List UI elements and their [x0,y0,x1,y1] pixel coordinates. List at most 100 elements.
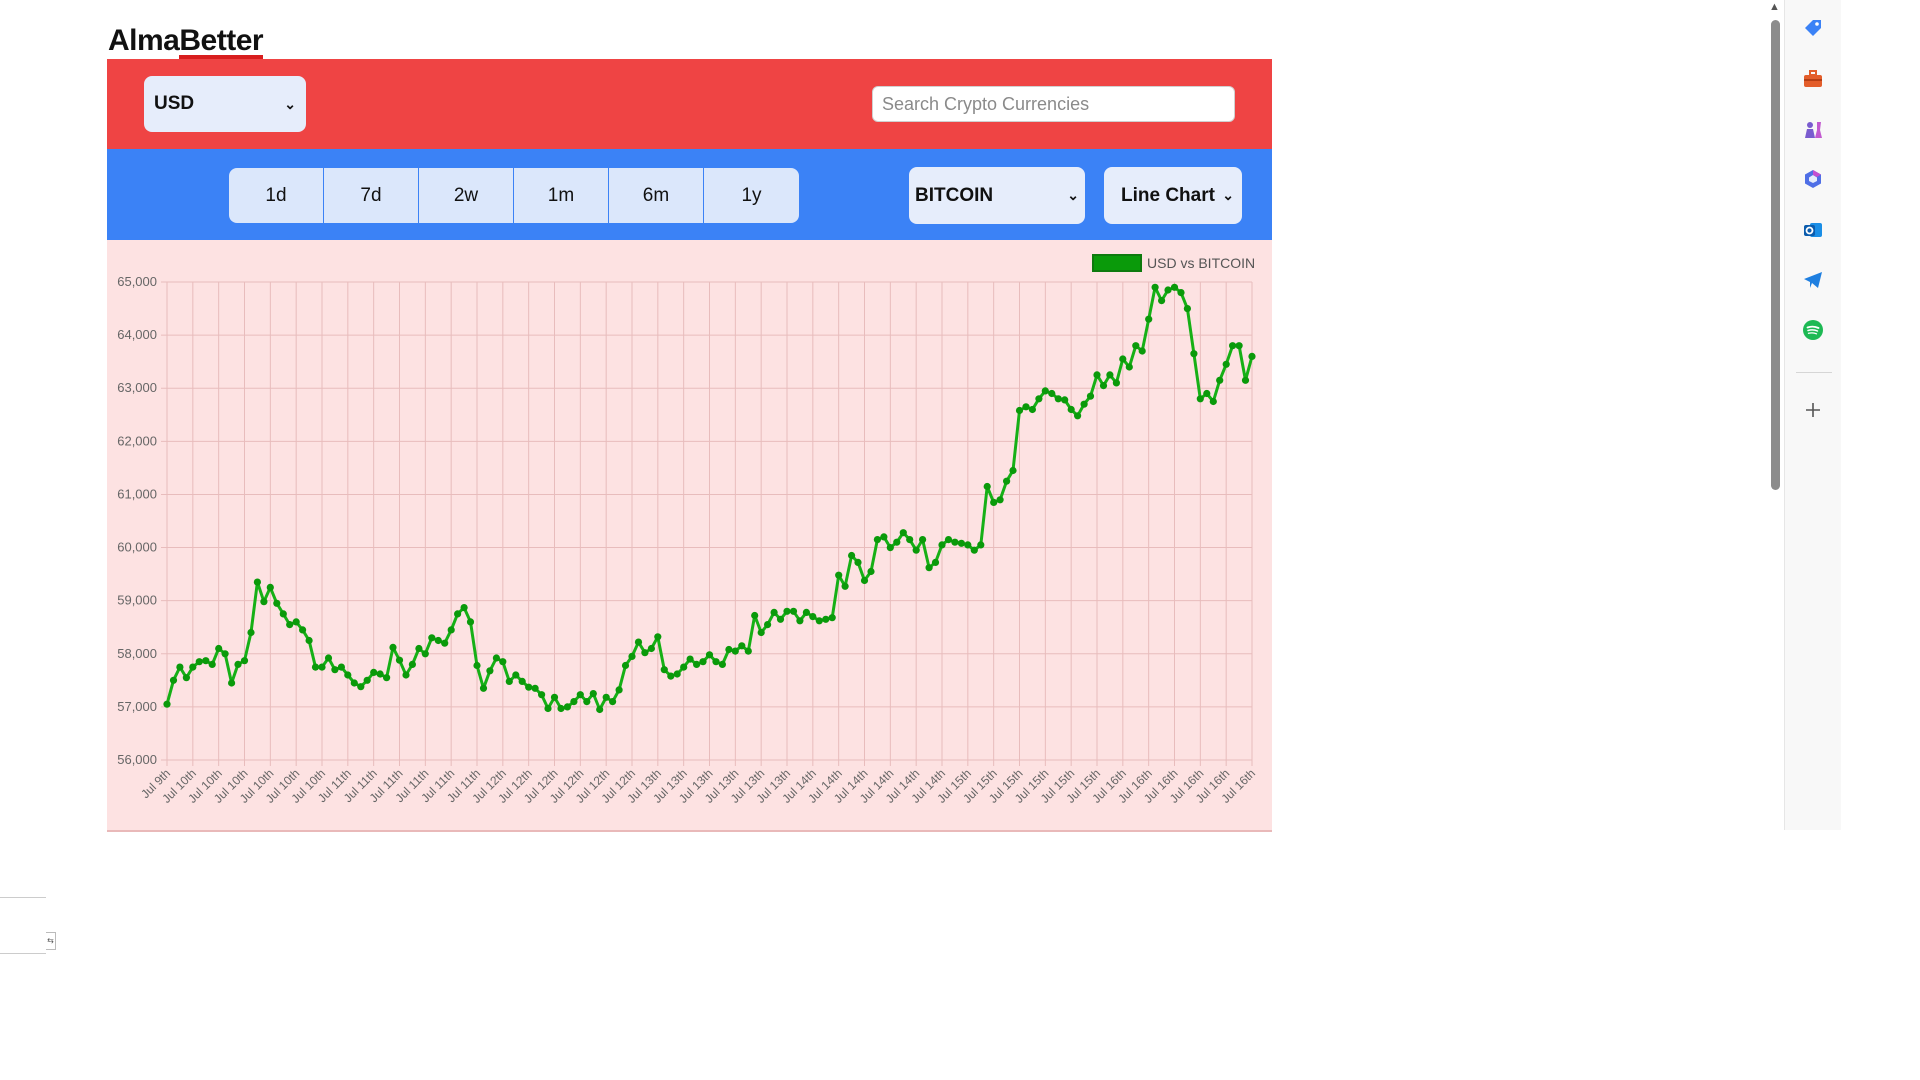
data-point [273,599,281,607]
data-point [628,652,636,660]
data-point [228,679,236,687]
data-point [634,638,643,646]
data-point [641,649,649,657]
data-point [957,539,966,547]
data-point [770,608,778,616]
y-tick-label: 63,000 [117,380,157,395]
resize-handle-icon[interactable]: ⇆ [46,932,56,950]
data-point [538,691,546,699]
data-point [867,567,875,576]
data-point [1229,342,1237,350]
data-point [1196,395,1204,403]
games-icon[interactable] [1801,117,1825,141]
shopping-tag-icon[interactable] [1801,16,1825,40]
data-point [195,658,203,666]
search-input[interactable]: Search Crypto Currencies [872,86,1235,122]
data-point [331,666,339,674]
data-point [654,633,662,641]
range-button-7d[interactable]: 7d [324,168,419,223]
data-point [796,617,804,625]
y-tick-label: 65,000 [117,274,157,289]
data-point [505,677,513,685]
microsoft365-icon[interactable] [1801,167,1825,191]
data-point [1112,379,1120,387]
data-point [454,610,462,618]
scroll-up-arrow-icon[interactable]: ▲ [1769,1,1780,13]
logo-part-alma: Alma [108,24,180,57]
data-point [680,663,688,671]
y-tick-label: 64,000 [117,327,157,342]
spotify-icon[interactable] [1801,318,1825,342]
data-point [873,536,882,544]
data-point [370,668,378,676]
data-point [376,670,384,678]
data-point [589,690,597,698]
data-point [822,615,830,623]
data-point [318,663,326,671]
data-point [1125,363,1133,371]
data-point [776,615,785,623]
data-point [1222,360,1230,368]
data-point [357,683,365,691]
range-button-2w[interactable]: 2w [419,168,514,223]
data-point [1015,406,1024,415]
range-button-1d[interactable]: 1d [229,168,324,223]
data-point [350,679,358,687]
data-point [757,628,765,637]
legend-label: USD vs BITCOIN [1147,255,1255,271]
data-point [311,663,320,671]
toolbox-icon[interactable] [1801,67,1825,91]
y-tick-label: 61,000 [117,486,157,501]
chart-panel: 56,000 57,000 58,000 59,000 60,000 61,000 62,0… [107,240,1272,832]
data-point [576,691,584,699]
range-button-1m[interactable]: 1m [514,168,609,223]
data-point [286,621,294,629]
range-button-6m[interactable]: 6m [609,168,704,223]
currency-select[interactable]: USD ⌄ [144,76,306,132]
data-point [479,684,488,692]
data-point [466,618,475,626]
data-point [880,533,888,541]
data-point [783,607,791,615]
data-point [906,536,914,544]
coin-select-value: BITCOIN [915,184,994,206]
chart-type-select[interactable]: Line Chart ⌄ [1104,167,1242,224]
price-line-chart[interactable]: 56,000 57,000 58,000 59,000 60,000 61,000 62,0… [107,240,1272,830]
data-point [828,614,836,622]
almabetter-logo[interactable]: AlmaBetter [108,24,264,58]
data-point [602,693,610,701]
data-point [1035,395,1043,403]
data-point [202,657,210,665]
data-point [518,677,526,685]
data-point [1190,350,1198,358]
data-point [499,658,507,666]
data-point [324,654,333,662]
data-point [544,704,552,713]
data-point [1009,466,1017,475]
data-point [182,674,190,682]
data-point [1235,342,1243,350]
range-button-1y[interactable]: 1y [704,168,799,223]
scrollbar-thumb[interactable] [1771,20,1780,490]
coin-select[interactable]: BITCOIN ⌄ [909,167,1085,224]
y-tick-label: 58,000 [117,646,157,661]
data-point [815,617,823,625]
telegram-icon[interactable] [1801,268,1825,292]
data-point [240,657,249,665]
browser-sidebar [1784,0,1841,830]
logo-part-better: Better [179,24,264,57]
range-button-group: 1d 7d 2w 1m 6m 1y [229,168,799,223]
data-point [1164,286,1172,294]
data-point [983,482,991,491]
outlook-icon[interactable] [1801,218,1825,242]
data-point [292,618,300,626]
chevron-down-icon: ⌄ [284,95,296,112]
data-point [931,558,940,566]
data-point [1158,297,1166,305]
data-point [609,698,617,706]
data-point [189,663,197,671]
data-point [919,536,927,544]
data-point [208,660,216,668]
data-point [848,551,856,560]
add-icon[interactable] [1801,398,1825,422]
